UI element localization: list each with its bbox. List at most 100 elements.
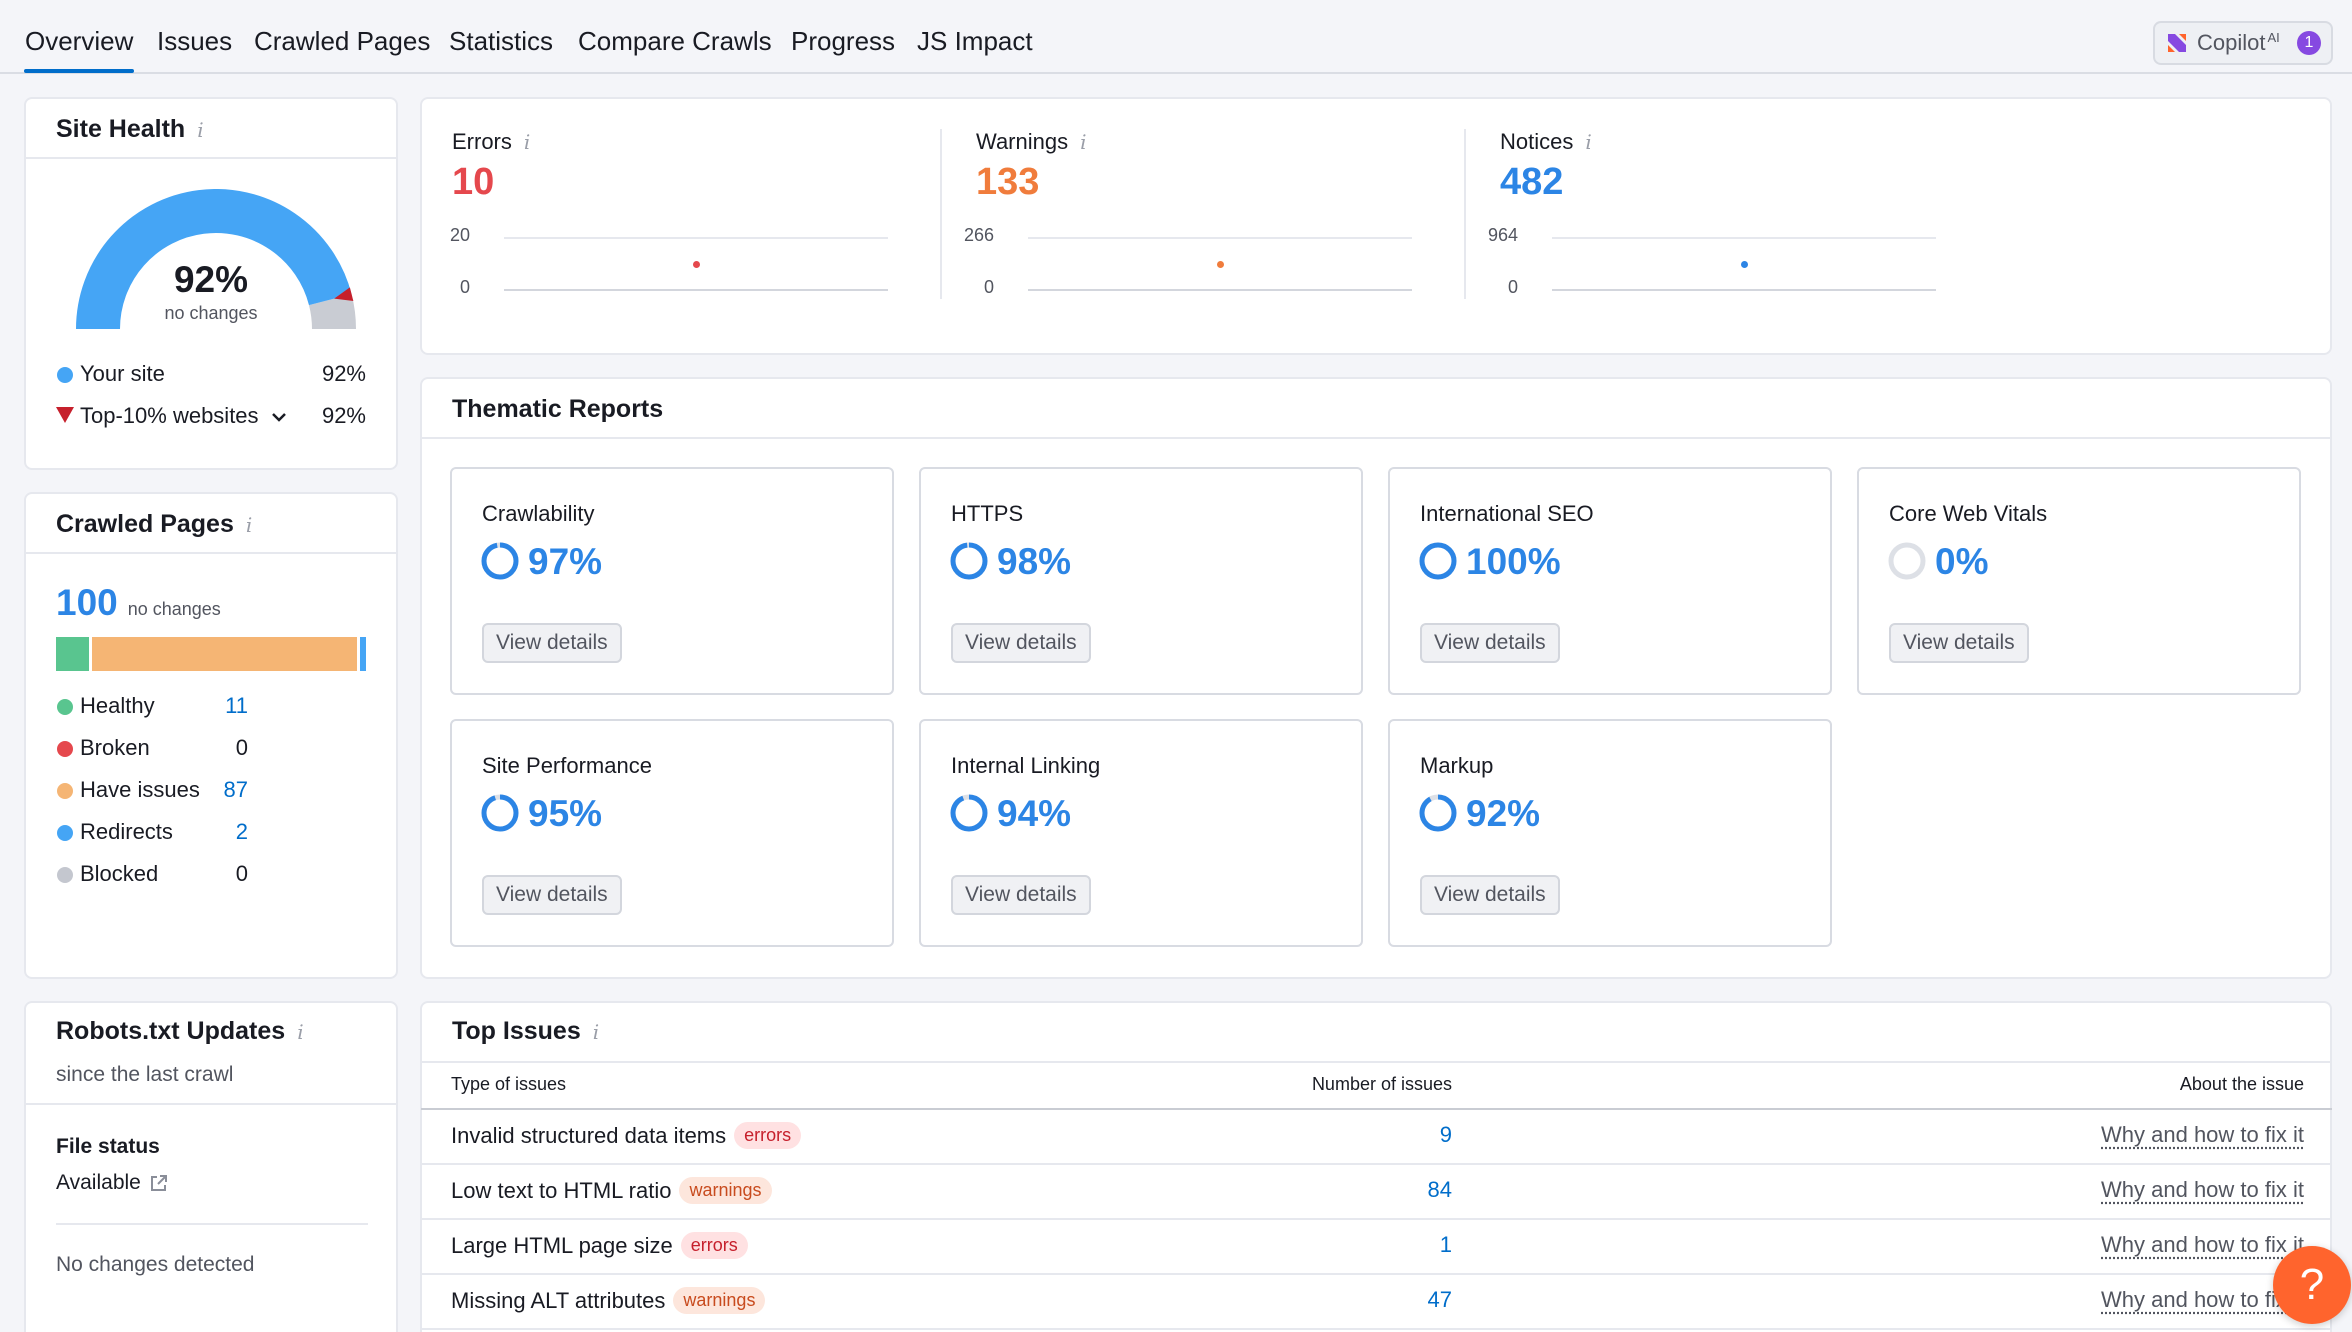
tab-progress[interactable]: Progress [791, 26, 896, 56]
view-details-button[interactable]: View details [951, 875, 1091, 915]
why-how-fix-link[interactable]: Why and how to fix it [2101, 1177, 2304, 1202]
row-divider [421, 1218, 2332, 1220]
warnings-axis-max: 266 [963, 225, 994, 245]
info-icon[interactable]: i [1080, 130, 1087, 154]
view-details-button[interactable]: View details [1420, 623, 1560, 663]
top-navigation: Overview Issues Crawled Pages Statistics… [0, 0, 2352, 74]
table-row[interactable]: Low text to HTML ratio warnings [451, 1177, 772, 1204]
copilot-button[interactable]: Copilot AI 1 [2153, 21, 2333, 65]
warnings-axis-min: 0 [983, 277, 994, 297]
issue-name[interactable]: Invalid structured data items [451, 1122, 727, 1148]
bar-segment-redirects[interactable] [359, 637, 366, 671]
issue-tag-badge: warnings [679, 1177, 772, 1204]
info-icon[interactable]: i [523, 130, 531, 154]
your-site-label: Your site [80, 361, 165, 386]
warnings-axis-top [1028, 237, 1412, 239]
info-icon[interactable]: i [297, 1020, 304, 1044]
crawled-pages-bar [56, 637, 366, 671]
issues-summary-card: Errors i 10 20 0 Warnings i 133 266 0 Noti… [420, 97, 2332, 355]
view-details-button[interactable]: View details [951, 623, 1091, 663]
view-details-button[interactable]: View details [482, 875, 622, 915]
report-site-performance: Site Performance 95% View details [450, 719, 894, 947]
report-percent[interactable]: 100% [1466, 541, 1561, 582]
table-row[interactable]: Large HTML page size errors [451, 1232, 748, 1259]
report-percent[interactable]: 0% [1935, 541, 1989, 582]
errors-trend-point[interactable] [693, 261, 700, 268]
crawled-pages-title[interactable]: Crawled Pages [56, 510, 234, 538]
redirects-count[interactable]: 2 [235, 819, 248, 844]
report-markup: Markup 92% View details [1388, 719, 1832, 947]
progress-ring-icon [950, 542, 988, 580]
tab-statistics[interactable]: Statistics [449, 26, 554, 56]
info-icon[interactable]: i [592, 1020, 600, 1044]
why-how-fix-link[interactable]: Why and how to fix it [2101, 1287, 2304, 1312]
notices-count[interactable]: 482 [1500, 161, 1564, 203]
your-site-dot [57, 367, 73, 383]
view-details-button[interactable]: View details [1420, 875, 1560, 915]
errors-label[interactable]: Errors [452, 129, 512, 154]
notices-axis-max: 964 [1487, 225, 1518, 245]
tab-issues[interactable]: Issues [157, 26, 233, 56]
notices-trend-point[interactable] [1741, 261, 1748, 268]
notices-label[interactable]: Notices [1500, 129, 1574, 154]
crawled-pages-total[interactable]: 100 [56, 582, 118, 623]
file-status-link[interactable]: Available [56, 1171, 169, 1195]
site-health-gauge [76, 189, 356, 329]
issue-name[interactable]: Large HTML page size [451, 1232, 673, 1258]
top10-dropdown[interactable]: Top-10% websites [80, 403, 287, 429]
report-percent[interactable]: 94% [997, 793, 1072, 834]
warnings-trend-point[interactable] [1217, 261, 1224, 268]
row-divider [421, 1273, 2332, 1275]
issue-tag-badge: errors [680, 1232, 748, 1259]
info-icon[interactable]: i [1585, 130, 1592, 154]
view-details-button[interactable]: View details [482, 623, 622, 663]
progress-ring-icon [1888, 542, 1926, 580]
help-button[interactable]: ? [2273, 1246, 2351, 1324]
healthy-label: Healthy [80, 693, 155, 718]
view-details-button[interactable]: View details [1889, 623, 2029, 663]
report-percent[interactable]: 95% [528, 793, 603, 834]
healthy-dot [57, 699, 73, 715]
tab-crawled-pages[interactable]: Crawled Pages [254, 26, 431, 56]
table-row[interactable]: Invalid structured data items errors [451, 1122, 802, 1149]
why-how-fix-link[interactable]: Why and how to fix it [2101, 1232, 2304, 1257]
progress-ring-icon [481, 794, 519, 832]
divider [26, 157, 396, 159]
issue-count[interactable]: 84 [1427, 1177, 1452, 1202]
top10-triangle-icon [56, 407, 74, 423]
report-percent[interactable]: 97% [528, 541, 603, 582]
notices-axis-top [1552, 237, 1936, 239]
your-site-value: 92% [321, 361, 366, 386]
warnings-axis-bottom [1028, 289, 1412, 291]
issue-tag-badge: errors [734, 1122, 802, 1149]
divider [56, 1223, 368, 1225]
why-how-fix-link[interactable]: Why and how to fix it [2101, 1122, 2304, 1147]
issue-count[interactable]: 1 [1439, 1232, 1452, 1257]
report-international-seo: International SEO 100% View details [1388, 467, 1832, 695]
report-percent[interactable]: 98% [997, 541, 1072, 582]
warnings-count[interactable]: 133 [976, 161, 1040, 203]
progress-ring-icon [1419, 542, 1457, 580]
issue-name[interactable]: Missing ALT attributes [451, 1287, 666, 1313]
errors-count[interactable]: 10 [452, 161, 495, 203]
issue-count[interactable]: 9 [1439, 1122, 1452, 1147]
tab-compare-crawls[interactable]: Compare Crawls [578, 26, 772, 56]
bar-segment-healthy[interactable] [56, 637, 90, 671]
file-status-value: Available [56, 1171, 141, 1194]
warnings-label[interactable]: Warnings [976, 129, 1069, 154]
have-issues-count[interactable]: 87 [223, 777, 248, 802]
thematic-title: Thematic Reports [452, 395, 664, 423]
tab-overview[interactable]: Overview [25, 26, 134, 56]
bar-segment-have-issues[interactable] [92, 637, 357, 671]
crawled-pages-change: no changes [127, 599, 221, 619]
row-divider [421, 1328, 2332, 1330]
issue-name[interactable]: Low text to HTML ratio [451, 1177, 672, 1203]
info-icon[interactable]: i [197, 118, 204, 142]
table-row[interactable]: Missing ALT attributes warnings [451, 1287, 766, 1314]
report-percent[interactable]: 92% [1466, 793, 1541, 834]
issue-count[interactable]: 47 [1427, 1287, 1452, 1312]
info-icon[interactable]: i [245, 513, 253, 537]
tab-js-impact[interactable]: JS Impact [917, 26, 1033, 56]
healthy-count[interactable]: 11 [225, 693, 248, 718]
report-internal-linking: Internal Linking 94% View details [919, 719, 1363, 947]
